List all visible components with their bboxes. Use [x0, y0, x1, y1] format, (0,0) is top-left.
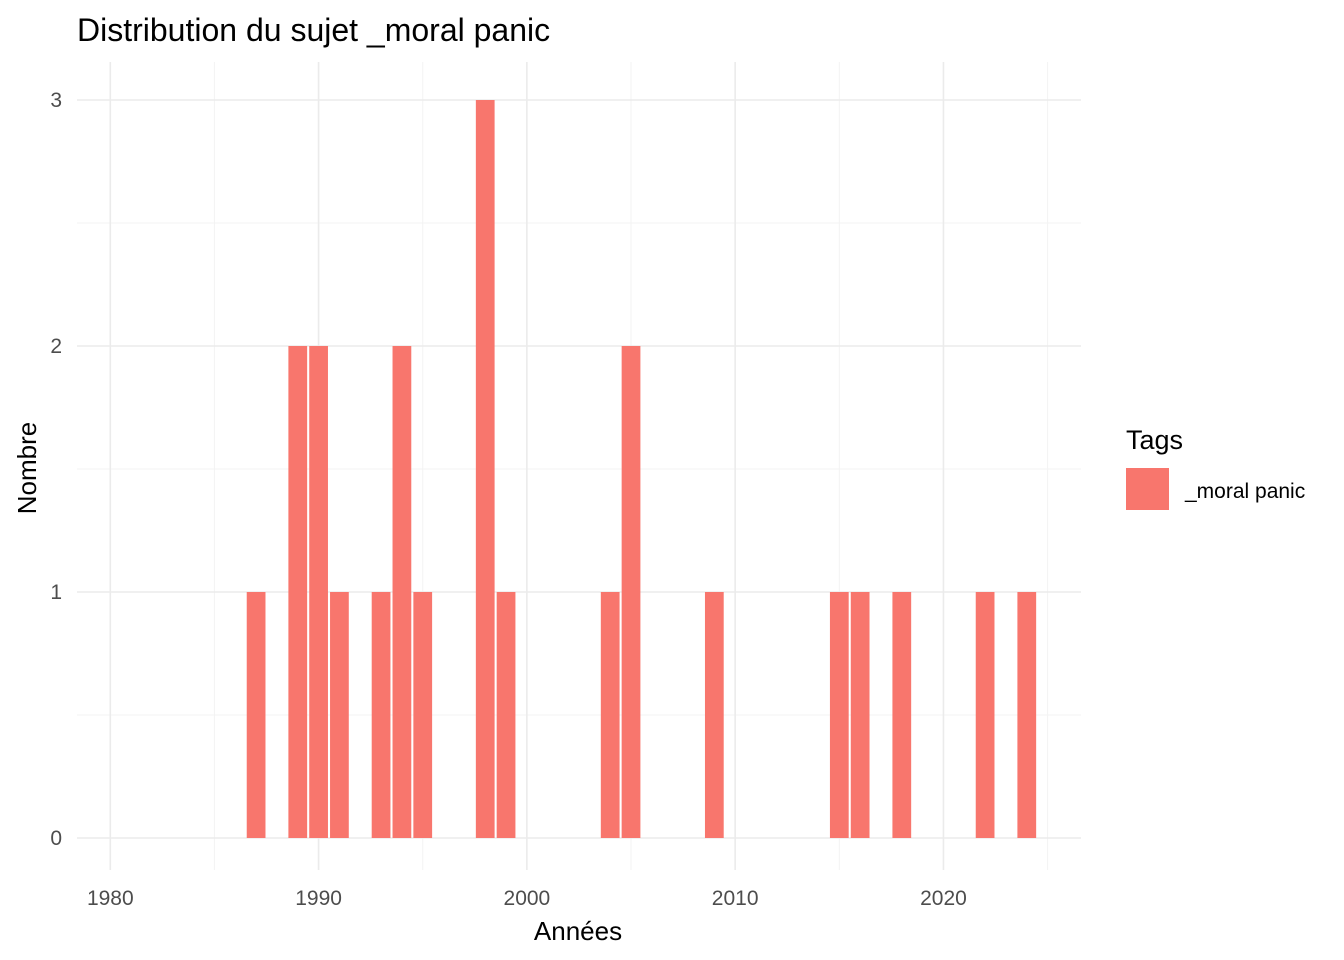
bar-1987	[246, 592, 266, 838]
bar-2015	[829, 592, 849, 838]
x-tick-label: 2000	[504, 887, 551, 910]
bar-2009	[704, 592, 724, 838]
bar-1998	[475, 100, 495, 838]
legend: Tags _moral panic	[1126, 425, 1305, 510]
bar-2005	[621, 346, 641, 838]
bar-1990	[309, 346, 328, 838]
bar-2004	[600, 592, 620, 838]
grid	[77, 62, 1081, 870]
bar-2024	[1017, 592, 1037, 838]
x-tick-labels: 1980 1990 2000 2010 2020	[87, 887, 967, 910]
y-tick-labels: 0 1 2 3	[50, 89, 62, 850]
x-tick-label: 2020	[920, 887, 967, 910]
y-axis-title: Nombre	[12, 422, 42, 514]
legend-title: Tags	[1126, 425, 1183, 455]
bar-1989	[288, 346, 308, 838]
y-tick-label: 1	[50, 581, 62, 604]
y-tick-label: 0	[50, 827, 62, 850]
x-tick-label: 1990	[295, 887, 342, 910]
x-tick-label: 2010	[712, 887, 759, 910]
x-axis-title: Années	[534, 916, 622, 946]
bar-2016	[850, 592, 870, 838]
bar-1993	[371, 592, 391, 838]
x-tick-label: 1980	[87, 887, 134, 910]
bar-2018	[892, 592, 912, 838]
bars	[246, 100, 1037, 838]
y-tick-label: 3	[50, 89, 62, 112]
bar-1995	[413, 592, 433, 838]
bar-2022	[975, 592, 995, 838]
y-tick-label: 2	[50, 335, 62, 358]
legend-key	[1126, 468, 1169, 510]
chart-title: Distribution du sujet _moral panic	[77, 12, 550, 48]
bar-1994	[392, 346, 412, 838]
bar-1999	[496, 592, 516, 838]
legend-label: _moral panic	[1184, 480, 1305, 503]
bar-1991	[330, 592, 349, 838]
